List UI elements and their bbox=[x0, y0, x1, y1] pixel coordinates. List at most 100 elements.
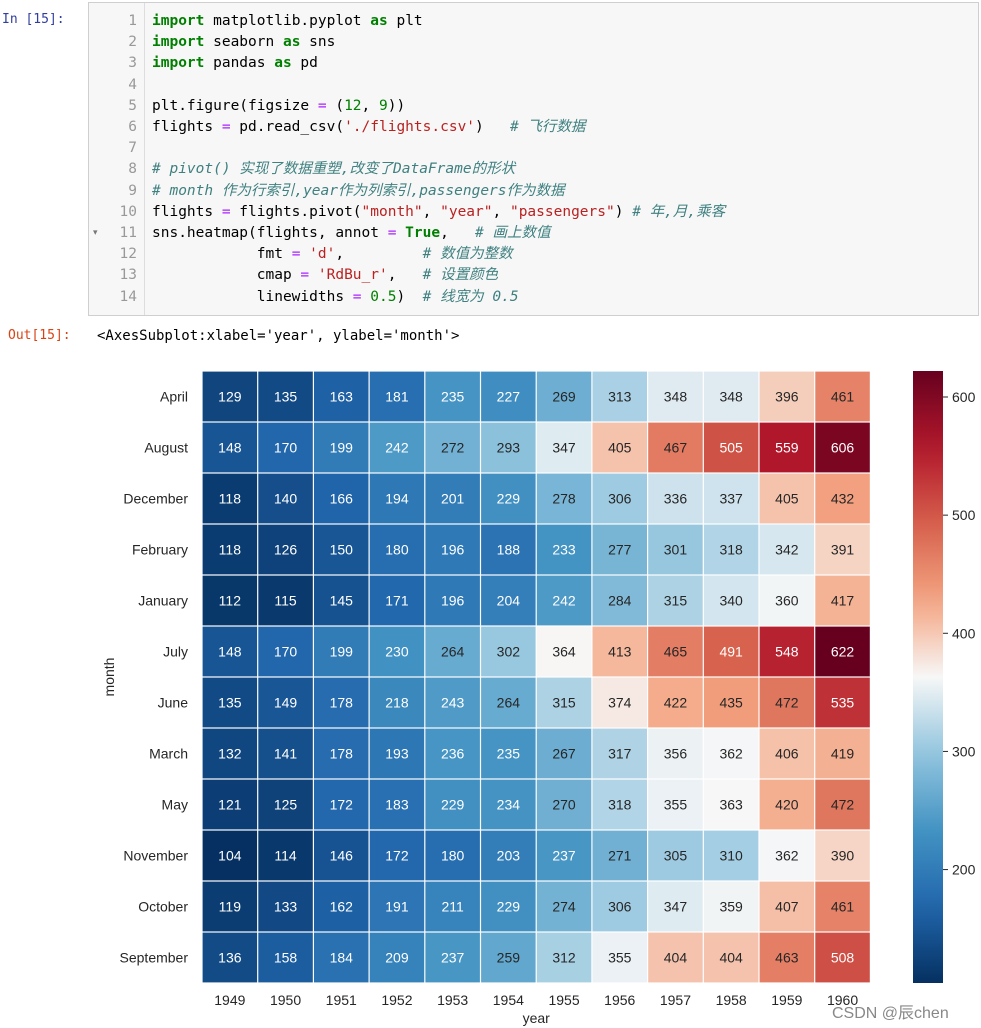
cell-value-label: 472 bbox=[831, 797, 855, 813]
cell-value-label: 194 bbox=[385, 491, 409, 507]
y-tick-label: September bbox=[120, 950, 189, 966]
heatmap-cell bbox=[703, 728, 759, 779]
heatmap-cell bbox=[815, 881, 870, 932]
cell-value-label: 405 bbox=[775, 491, 799, 507]
heatmap-cell bbox=[425, 728, 480, 779]
cell-value-label: 364 bbox=[552, 644, 576, 660]
cell-value-label: 145 bbox=[330, 593, 354, 609]
cell-value-label: 237 bbox=[552, 848, 576, 864]
cell-value-label: 406 bbox=[775, 746, 799, 762]
code-line: flights = flights.pivot("month", "year",… bbox=[152, 203, 726, 220]
heatmap-cell bbox=[815, 830, 870, 881]
code-line: plt.figure(figsize = (12, 9)) bbox=[152, 97, 406, 114]
cell-value-label: 271 bbox=[608, 848, 632, 864]
code-cell[interactable]: 1 import matplotlib.pyplot as plt 2 import … bbox=[88, 2, 979, 316]
heatmap-cell bbox=[425, 677, 480, 728]
heatmap-cell bbox=[703, 830, 759, 881]
cell-value-label: 317 bbox=[608, 746, 632, 762]
watermark: CSDN @辰chen bbox=[832, 1005, 949, 1022]
cell-value-label: 606 bbox=[831, 440, 855, 456]
heatmap-cell bbox=[648, 728, 703, 779]
heatmap-cell bbox=[815, 524, 870, 575]
heatmap-cell bbox=[703, 575, 759, 626]
cell-value-label: 121 bbox=[218, 797, 242, 813]
heatmap-cell bbox=[759, 677, 815, 728]
cell-value-label: 148 bbox=[218, 644, 242, 660]
heatmap-cell bbox=[202, 830, 258, 881]
heatmap-cell bbox=[314, 575, 369, 626]
fold-arrow-icon[interactable]: ▾ bbox=[93, 227, 98, 237]
heatmap-cell bbox=[314, 779, 369, 830]
heatmap-cell bbox=[369, 371, 425, 422]
heatmap-cell bbox=[815, 473, 870, 524]
line-number: 14 bbox=[119, 288, 137, 305]
cell-value-label: 461 bbox=[831, 899, 855, 915]
line-number-gutter bbox=[89, 3, 145, 315]
heatmap-cell bbox=[481, 524, 536, 575]
heatmap-cell bbox=[536, 575, 592, 626]
cell-value-label: 199 bbox=[330, 440, 354, 456]
cell-value-label: 141 bbox=[274, 746, 298, 762]
heatmap-cell bbox=[759, 881, 815, 932]
cell-value-label: 162 bbox=[330, 899, 354, 915]
heatmap-cell bbox=[592, 473, 647, 524]
heatmap-cell bbox=[314, 932, 369, 983]
cell-value-label: 196 bbox=[441, 593, 465, 609]
heatmap-cell bbox=[425, 881, 480, 932]
cell-value-label: 229 bbox=[497, 899, 521, 915]
line-number: 10 bbox=[119, 203, 137, 220]
cell-value-label: 318 bbox=[608, 797, 632, 813]
cell-value-label: 112 bbox=[219, 593, 242, 609]
cell-value-label: 315 bbox=[552, 695, 576, 711]
cell-value-label: 340 bbox=[719, 593, 743, 609]
heatmap-cell bbox=[759, 830, 815, 881]
colorbar-tick-label: 300 bbox=[952, 743, 976, 759]
heatmap-cell bbox=[314, 677, 369, 728]
cell-value-label: 535 bbox=[831, 695, 855, 711]
heatmap-cell bbox=[425, 779, 480, 830]
heatmap-cell bbox=[202, 371, 258, 422]
cell-value-label: 201 bbox=[441, 491, 465, 507]
heatmap-cell bbox=[481, 626, 536, 677]
heatmap-cell bbox=[425, 371, 480, 422]
cell-value-label: 203 bbox=[497, 848, 521, 864]
cell-value-label: 293 bbox=[497, 440, 521, 456]
heatmap-cell bbox=[202, 422, 258, 473]
heatmap-cell bbox=[258, 626, 313, 677]
cell-value-label: 209 bbox=[385, 950, 409, 966]
cell-value-label: 508 bbox=[831, 950, 855, 966]
heatmap-cell bbox=[648, 881, 703, 932]
y-axis-label: month bbox=[101, 658, 117, 697]
y-tick-label: October bbox=[138, 899, 188, 915]
heatmap-cell bbox=[592, 626, 647, 677]
line-number: 12 bbox=[119, 246, 137, 263]
heatmap-cell bbox=[425, 422, 480, 473]
cell-value-label: 135 bbox=[218, 695, 242, 711]
heatmap-cell bbox=[703, 677, 759, 728]
heatmap-cell bbox=[369, 881, 425, 932]
cell-value-label: 235 bbox=[441, 389, 465, 405]
cell-value-label: 158 bbox=[274, 950, 298, 966]
cell-value-label: 191 bbox=[385, 899, 409, 915]
heatmap-cell bbox=[592, 422, 647, 473]
x-axis-label: year bbox=[523, 1010, 551, 1026]
cell-value-label: 230 bbox=[385, 644, 409, 660]
cell-value-label: 559 bbox=[775, 440, 799, 456]
line-number: 2 bbox=[128, 34, 137, 51]
heatmap-cell bbox=[369, 677, 425, 728]
y-tick-label: June bbox=[158, 695, 189, 711]
cell-value-label: 234 bbox=[497, 797, 521, 813]
cell-value-label: 548 bbox=[775, 644, 799, 660]
cell-value-label: 347 bbox=[664, 899, 688, 915]
heatmap-cell bbox=[369, 575, 425, 626]
cell-value-label: 363 bbox=[719, 797, 743, 813]
cell-value-label: 242 bbox=[385, 440, 409, 456]
cell-value-label: 166 bbox=[330, 491, 354, 507]
heatmap-cell bbox=[369, 932, 425, 983]
cell-value-label: 277 bbox=[608, 542, 632, 558]
heatmap-cell bbox=[759, 779, 815, 830]
x-tick-label: 1959 bbox=[771, 992, 802, 1008]
cell-value-label: 360 bbox=[775, 593, 799, 609]
heatmap-cell bbox=[425, 473, 480, 524]
cell-value-label: 227 bbox=[497, 389, 521, 405]
